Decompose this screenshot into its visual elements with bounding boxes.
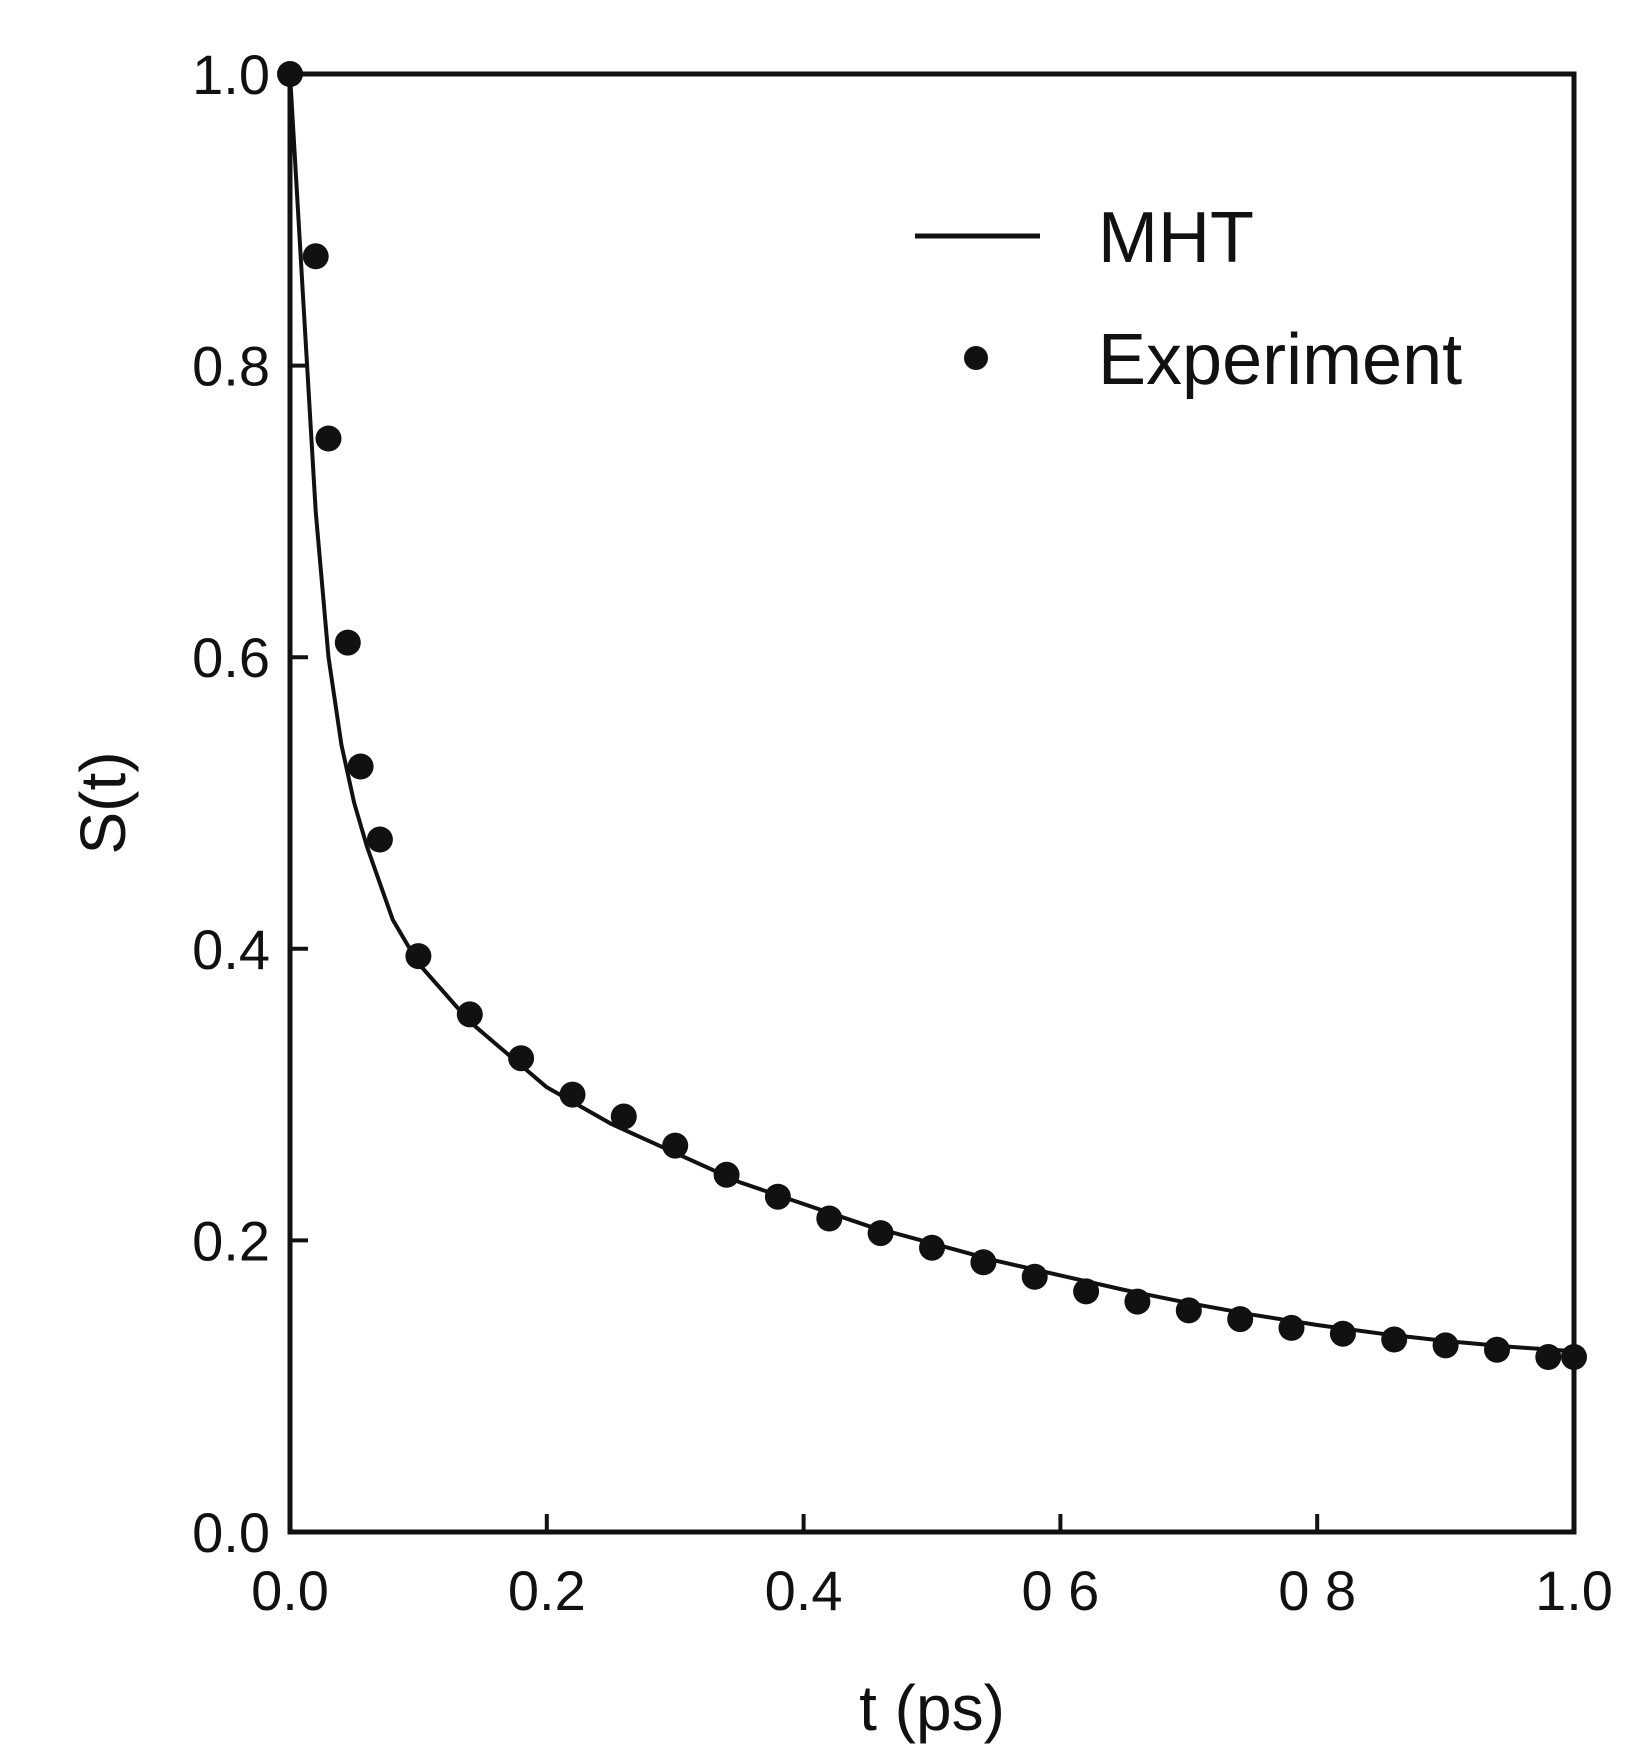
x-tick-label: 0 8 xyxy=(1278,1559,1356,1622)
experiment-point xyxy=(919,1234,945,1261)
experiment-point xyxy=(559,1081,586,1108)
experiment-point xyxy=(1021,1263,1048,1290)
experiment-point xyxy=(508,1045,535,1072)
x-tick-label: 0.2 xyxy=(508,1559,586,1622)
experiment-point xyxy=(1227,1306,1254,1333)
experiment-point xyxy=(1535,1344,1562,1370)
experiment-point xyxy=(1124,1288,1151,1315)
plot-frame xyxy=(287,71,1577,1535)
legend: MHT Experiment xyxy=(915,198,1462,400)
x-tick-label: 0.0 xyxy=(251,1559,329,1622)
experiment-point xyxy=(277,61,303,87)
y-tick-label: 0.4 xyxy=(192,918,270,981)
y-tick-label: 0.6 xyxy=(192,626,270,689)
x-tick-label: 0 6 xyxy=(1021,1559,1099,1622)
experiment-point xyxy=(970,1249,997,1276)
experiment-point xyxy=(1561,1344,1587,1370)
legend-experiment-marker xyxy=(964,346,988,370)
experiment-point xyxy=(366,826,393,853)
y-tick-label: 0.8 xyxy=(192,335,270,398)
experiment-point xyxy=(713,1161,740,1188)
experiment-point xyxy=(662,1132,689,1159)
experiment-point xyxy=(1329,1320,1356,1347)
experiment-point xyxy=(315,425,342,452)
experiment-point xyxy=(1484,1336,1510,1363)
y-axis-ticks: 0.0 0.2 0.4 0.6 0.8 1.0 xyxy=(192,43,308,1564)
x-axis-ticks: 0.0 0.2 0.4 0 6 0 8 1.0 xyxy=(251,1514,1613,1622)
y-tick-label: 0.0 xyxy=(192,1501,270,1564)
experiment-point xyxy=(764,1183,791,1210)
experiment-point xyxy=(1278,1314,1305,1341)
experiment-point xyxy=(610,1103,637,1130)
series-layer xyxy=(277,61,1587,1370)
experiment-point xyxy=(867,1220,894,1247)
y-tick-label: 1.0 xyxy=(192,43,270,106)
experiment-point xyxy=(456,1001,483,1028)
experiment-point xyxy=(405,943,432,970)
experiment-point xyxy=(1432,1332,1459,1359)
experiment-point xyxy=(1175,1297,1202,1324)
series-line-mht xyxy=(288,72,1576,1354)
legend-mht-label: MHT xyxy=(1098,198,1254,278)
legend-experiment-label: Experiment xyxy=(1098,320,1462,400)
experiment-point xyxy=(334,629,361,656)
experiment-point xyxy=(816,1205,843,1232)
experiment-point xyxy=(347,753,374,780)
y-axis-label: S(t) xyxy=(67,751,139,854)
experiment-point xyxy=(1381,1326,1408,1353)
x-tick-label: 0.4 xyxy=(765,1559,843,1622)
y-tick-label: 0.2 xyxy=(192,1209,270,1272)
experiment-point xyxy=(302,243,329,270)
x-tick-label: 1.0 xyxy=(1535,1559,1613,1622)
experiment-point xyxy=(1073,1278,1100,1305)
x-axis-label: t (ps) xyxy=(859,1672,1005,1744)
